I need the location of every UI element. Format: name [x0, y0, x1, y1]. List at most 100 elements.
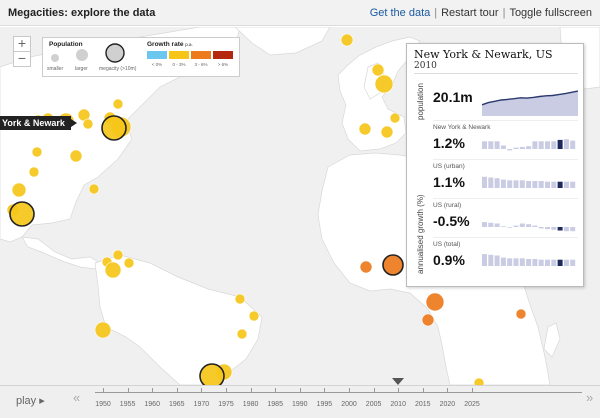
timeline-year-label[interactable]: 2010 [390, 401, 406, 408]
city-marker[interactable] [515, 308, 527, 320]
zoom-out-button[interactable]: − [13, 51, 31, 67]
timeline-year-label[interactable]: 1985 [267, 401, 283, 408]
timeline-year-label[interactable]: 2025 [464, 401, 480, 408]
city-marker[interactable] [389, 112, 401, 124]
growth-row-bars-us-rural [482, 222, 576, 232]
growth-bar [494, 223, 500, 227]
timeline-year-label[interactable]: 2005 [365, 401, 382, 408]
city-marker[interactable] [112, 98, 124, 110]
growth-bar [507, 227, 513, 228]
legend-circle-megacity [105, 43, 125, 63]
growth-row-bars-new-york-newark [482, 139, 576, 151]
city-marker[interactable] [374, 74, 394, 94]
get-data-link[interactable]: Get the data [369, 7, 431, 19]
megacity-marker[interactable] [382, 254, 404, 276]
toggle-fullscreen-link[interactable]: Toggle fullscreen [509, 7, 592, 19]
timeline-tick [226, 388, 227, 393]
timeline-tick [324, 388, 326, 393]
city-marker[interactable] [421, 313, 435, 327]
city-marker[interactable] [82, 118, 94, 130]
selected-city-tag[interactable]: York & Newark [0, 116, 77, 130]
growth-bar [507, 258, 513, 266]
growth-bar [519, 258, 525, 266]
timeline-year-label[interactable]: 1960 [144, 401, 160, 408]
population-axis-label: population [416, 83, 425, 120]
city-marker[interactable] [358, 122, 372, 136]
city-marker[interactable] [473, 377, 485, 385]
timeline-year-label[interactable]: 1990 [292, 401, 308, 408]
legend-growth-swatch-label: < 0% [151, 62, 163, 67]
timeline-year-label[interactable]: 2020 [439, 401, 456, 408]
growth-row-label-new-york-newark: New York & Newark [433, 124, 491, 131]
city-marker[interactable] [112, 249, 124, 261]
greenland [234, 27, 331, 56]
growth-bar [551, 181, 557, 188]
city-marker[interactable] [234, 293, 246, 305]
city-marker[interactable] [236, 328, 248, 340]
fast-forward-button[interactable]: » [586, 390, 594, 405]
growth-bar [488, 254, 494, 266]
city-marker[interactable] [248, 310, 260, 322]
rewind-button[interactable]: « [73, 390, 81, 405]
timeline-year-label[interactable]: 1975 [218, 401, 234, 408]
timeline-axis[interactable] [95, 392, 582, 393]
timeline-tick [250, 388, 252, 393]
city-marker[interactable] [123, 257, 135, 269]
growth-row-label-us-rural: US (rural) [433, 202, 462, 209]
timeline-year-label[interactable]: 2015 [415, 401, 431, 408]
header-separator: | [434, 7, 438, 19]
timeline-year-label[interactable]: 1970 [193, 401, 210, 408]
city-marker[interactable] [359, 260, 373, 274]
city-marker[interactable] [104, 261, 122, 279]
timeline-year-label[interactable]: 1980 [242, 401, 259, 408]
growth-row-label-us-total: US (total) [433, 241, 461, 248]
timeline-tick [472, 388, 473, 393]
panel-year: 2010 [414, 61, 437, 71]
city-marker[interactable] [380, 125, 394, 139]
timeline-tick [447, 388, 449, 393]
city-marker[interactable] [371, 63, 385, 77]
growth-bar [563, 259, 569, 266]
central-america [21, 236, 101, 270]
timeline-tick [103, 388, 104, 393]
restart-tour-link[interactable]: Restart tour [441, 7, 499, 19]
timeline-year-label[interactable]: 2000 [341, 401, 357, 408]
timeline-current-marker[interactable] [392, 378, 405, 385]
city-marker[interactable] [94, 321, 112, 339]
city-marker[interactable] [69, 149, 83, 163]
growth-bar [551, 227, 557, 230]
growth-bar [538, 181, 544, 188]
city-marker[interactable] [88, 183, 100, 195]
legend-circle-large [76, 49, 88, 61]
megacity-marker[interactable] [101, 115, 127, 141]
growth-row-bars-us-urban [482, 176, 576, 188]
timeline-year-label[interactable]: 1995 [316, 401, 333, 408]
timeline-year-label[interactable]: 1955 [119, 401, 136, 408]
growth-row-value-us-urban: 1.1% [433, 174, 465, 190]
play-button[interactable]: play ▸ [16, 395, 45, 407]
growth-bar [500, 226, 506, 227]
megacity-marker[interactable] [9, 201, 35, 227]
growth-bar [494, 141, 500, 149]
megacity-marker[interactable] [199, 363, 225, 385]
legend-growth-swatch [147, 51, 167, 59]
population-line [482, 90, 578, 106]
timeline-year-label[interactable]: 1965 [169, 401, 185, 408]
city-marker[interactable] [31, 146, 43, 158]
growth-bar [557, 227, 563, 231]
timeline-year-label[interactable]: 1950 [95, 401, 111, 408]
growth-bar [500, 179, 506, 188]
growth-bar [500, 257, 506, 266]
city-marker[interactable] [340, 33, 354, 47]
growth-bar [513, 225, 519, 227]
growth-bar [519, 146, 525, 149]
growth-bar [545, 259, 550, 266]
city-marker[interactable] [11, 182, 27, 198]
legend-growth-title: Growth rate p.a. [147, 41, 193, 48]
header-separator: | [502, 7, 506, 19]
growth-bar [488, 141, 494, 149]
city-marker[interactable] [28, 166, 40, 178]
row-separator [433, 159, 578, 160]
city-marker[interactable] [425, 292, 445, 312]
growth-bar [482, 141, 487, 149]
